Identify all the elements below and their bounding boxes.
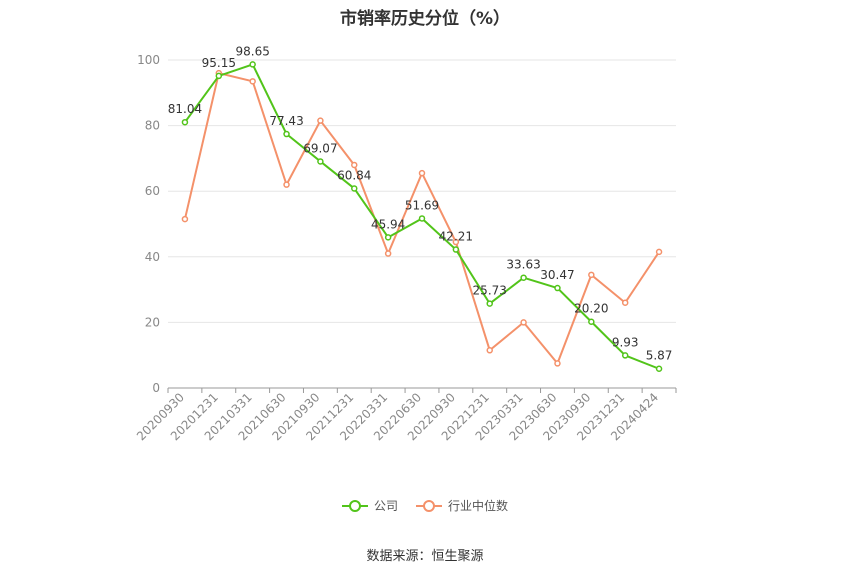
company-point[interactable] <box>655 365 663 372</box>
company-point[interactable] <box>215 72 223 80</box>
company-point[interactable] <box>384 234 392 241</box>
industry-median-point[interactable] <box>351 161 358 169</box>
y-tick-label: 60 <box>145 184 160 198</box>
company-point[interactable] <box>317 158 324 165</box>
y-tick-label: 0 <box>152 381 160 395</box>
industry-median-point[interactable] <box>520 319 527 326</box>
source-note: 数据来源：恒生聚源 <box>366 549 484 564</box>
company-point[interactable] <box>283 130 290 138</box>
company-point[interactable] <box>554 284 561 292</box>
industry-median-point[interactable] <box>249 78 256 85</box>
company-data-label: 20.20 <box>574 302 608 316</box>
industry-median-point[interactable] <box>588 271 595 279</box>
company-data-label: 81.04 <box>168 102 202 116</box>
company-data-label: 42.21 <box>439 230 473 244</box>
legend-item-industry-median[interactable]: 行业中位数 <box>416 497 508 514</box>
industry-median-point[interactable] <box>621 299 629 306</box>
company-point[interactable] <box>181 118 189 126</box>
industry-median-point[interactable] <box>384 250 392 257</box>
y-tick-label: 20 <box>145 315 160 329</box>
company-data-label: 51.69 <box>405 198 439 212</box>
company-data-label: 69.07 <box>303 141 337 155</box>
company-data-label: 25.73 <box>473 284 507 298</box>
company-data-label: 45.94 <box>371 217 405 231</box>
chart-title: 市销率历史分位（%） <box>339 9 511 29</box>
company-point[interactable] <box>621 352 629 359</box>
y-tick-label: 40 <box>145 250 160 264</box>
industry-median-point[interactable] <box>283 181 290 188</box>
industry-median-point[interactable] <box>554 360 561 367</box>
industry-median-point[interactable] <box>655 248 663 256</box>
company-point[interactable] <box>452 246 460 253</box>
industry-median-point[interactable] <box>181 215 189 223</box>
company-data-label: 60.84 <box>337 168 371 182</box>
industry-median-point[interactable] <box>418 169 426 177</box>
company-data-label: 33.63 <box>506 258 540 272</box>
legend-label-company: 公司 <box>373 499 398 513</box>
company-point[interactable] <box>418 215 426 222</box>
y-tick-label: 100 <box>137 53 160 67</box>
legend-marker-industry-median <box>416 499 442 512</box>
company-point[interactable] <box>520 274 527 281</box>
industry-median-point[interactable] <box>452 238 460 246</box>
industry-median-point[interactable] <box>486 347 493 354</box>
company-point[interactable] <box>486 300 493 307</box>
company-data-label: 95.15 <box>202 56 236 70</box>
legend: 公司 行业中位数 <box>0 497 850 514</box>
legend-item-company[interactable]: 公司 <box>341 497 398 514</box>
company-data-label: 9.93 <box>612 335 639 349</box>
company-data-label: 98.65 <box>235 44 269 58</box>
y-tick-label: 80 <box>145 119 160 133</box>
company-point[interactable] <box>351 185 358 192</box>
company-data-label: 77.43 <box>269 114 303 128</box>
legend-label-industry-median: 行业中位数 <box>448 499 509 513</box>
company-point[interactable] <box>249 61 256 68</box>
company-data-label: 30.47 <box>540 268 574 282</box>
company-point[interactable] <box>588 318 595 325</box>
company-data-label: 5.87 <box>646 349 673 363</box>
legend-marker-company <box>341 499 368 512</box>
industry-median-point[interactable] <box>317 117 324 124</box>
